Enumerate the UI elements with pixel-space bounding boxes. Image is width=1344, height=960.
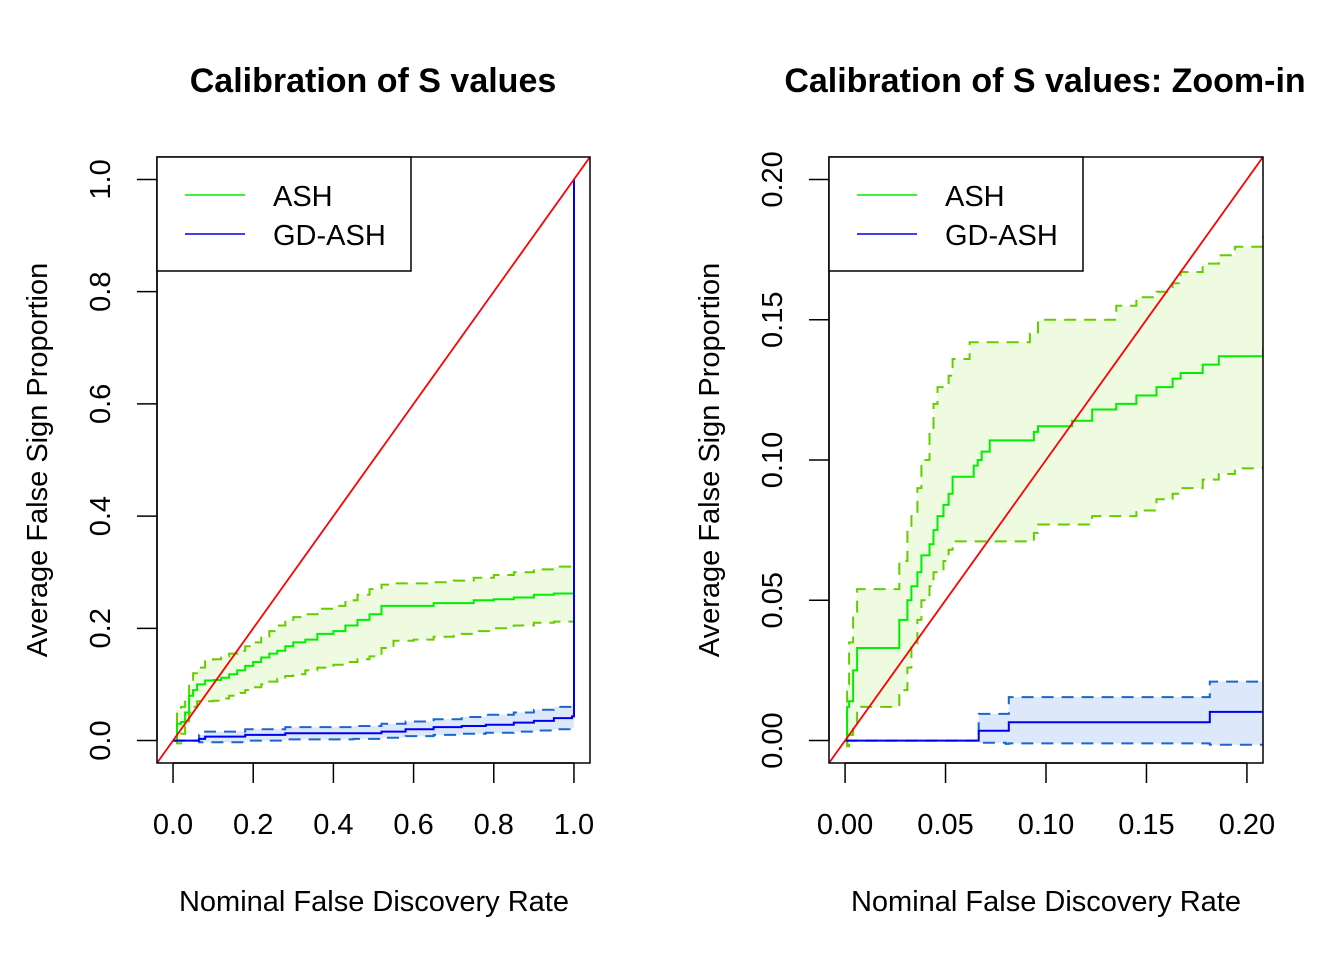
right-x-tick-label: 0.10 xyxy=(1018,809,1074,841)
right-y-tick-label: 0.20 xyxy=(757,151,789,207)
left-panel: Calibration of S values 0.0 0.2 0.4 0.6 0.8 1… xyxy=(22,62,594,918)
left-ash-upper-bound-line xyxy=(173,565,574,742)
left-gd-ash-mean-line xyxy=(173,179,575,742)
left-x-tick-label: 0.2 xyxy=(233,809,273,841)
right-x-tick-label: 0.20 xyxy=(1219,809,1275,841)
right-x-tick-label: 0.05 xyxy=(917,809,973,841)
left-ash-mean-line xyxy=(173,592,574,742)
right-x-tick-label: 0.00 xyxy=(817,809,873,841)
left-y-tick-label: 0.2 xyxy=(85,608,117,648)
right-y-tick-label: 0.15 xyxy=(757,291,789,347)
right-x-axis: 0.00 0.05 0.10 0.15 0.20 xyxy=(817,762,1275,841)
left-y-tick-label: 0.6 xyxy=(85,384,117,424)
left-x-axis-label: Nominal False Discovery Rate xyxy=(179,886,569,918)
left-plot-area: 0.0 0.2 0.4 0.6 0.8 1.0 0.0 0.2 0.4 0.6 0.8 1.0 xyxy=(85,156,594,841)
left-x-tick-label: 0.6 xyxy=(393,809,433,841)
left-gd-ash-upper-bound-line xyxy=(173,703,574,742)
left-reference-diagonal-line xyxy=(157,157,590,763)
right-reference-diagonal-line xyxy=(829,157,1263,763)
right-legend: ASH GD-ASH xyxy=(828,156,1084,272)
left-y-tick-label: 0.8 xyxy=(85,272,117,312)
right-gd-ash-mean-line xyxy=(845,710,1263,742)
left-ash-lower-bound-line xyxy=(173,620,574,745)
right-plot-marks xyxy=(829,157,1263,763)
right-y-tick-label: 0.05 xyxy=(757,572,789,628)
right-y-tick-label: 0.10 xyxy=(757,432,789,488)
left-y-tick-label: 1.0 xyxy=(85,159,117,199)
right-panel: Calibration of S values: Zoom-in 0.00 0.0… xyxy=(694,62,1306,918)
right-chart-title: Calibration of S values: Zoom-in xyxy=(784,62,1305,100)
left-chart-title: Calibration of S values xyxy=(190,62,557,100)
left-x-tick-label: 1.0 xyxy=(554,809,594,841)
right-gd-ash-lower-bound-line xyxy=(845,739,1263,746)
left-legend-box xyxy=(156,156,412,272)
left-y-tick-label: 0.0 xyxy=(85,720,117,760)
right-ash-mean-line xyxy=(845,347,1263,742)
left-x-tick-label: 0.8 xyxy=(474,809,514,841)
right-x-axis-label: Nominal False Discovery Rate xyxy=(851,886,1241,918)
right-x-tick-label: 0.15 xyxy=(1118,809,1174,841)
left-plot-marks xyxy=(157,157,590,763)
right-plot-area: 0.00 0.05 0.10 0.15 0.20 0.00 0.05 0.10 0.15 0.20 xyxy=(757,151,1275,841)
left-x-tick-label: 0.0 xyxy=(153,809,193,841)
left-legend-ash-label: ASH xyxy=(273,181,333,213)
right-legend-ash-label: ASH xyxy=(945,181,1005,213)
left-y-tick-label: 0.4 xyxy=(85,496,117,536)
right-ash-confidence-band xyxy=(845,235,1263,747)
right-y-axis-label: Average False Sign Proportion xyxy=(694,263,726,657)
right-gd-ash-upper-bound-line xyxy=(845,680,1263,742)
left-ash-confidence-band xyxy=(173,566,574,744)
left-gd-ash-lower-bound-line xyxy=(173,726,574,744)
left-x-axis: 0.0 0.2 0.4 0.6 0.8 1.0 xyxy=(153,762,594,841)
right-gd-ash-confidence-band xyxy=(845,681,1263,745)
left-legend-gdash-label: GD-ASH xyxy=(273,220,386,252)
right-ash-lower-bound-line xyxy=(845,465,1263,748)
left-gd-ash-confidence-band xyxy=(173,704,574,743)
left-y-axis: 0.0 0.2 0.4 0.6 0.8 1.0 xyxy=(85,159,158,761)
left-y-axis-label: Average False Sign Proportion xyxy=(22,263,54,657)
left-x-tick-label: 0.4 xyxy=(313,809,353,841)
right-y-axis: 0.00 0.05 0.10 0.15 0.20 xyxy=(757,151,830,769)
right-legend-box xyxy=(828,156,1084,272)
right-y-tick-label: 0.00 xyxy=(757,712,789,768)
right-legend-gdash-label: GD-ASH xyxy=(945,220,1058,252)
left-legend: ASH GD-ASH xyxy=(156,156,412,272)
